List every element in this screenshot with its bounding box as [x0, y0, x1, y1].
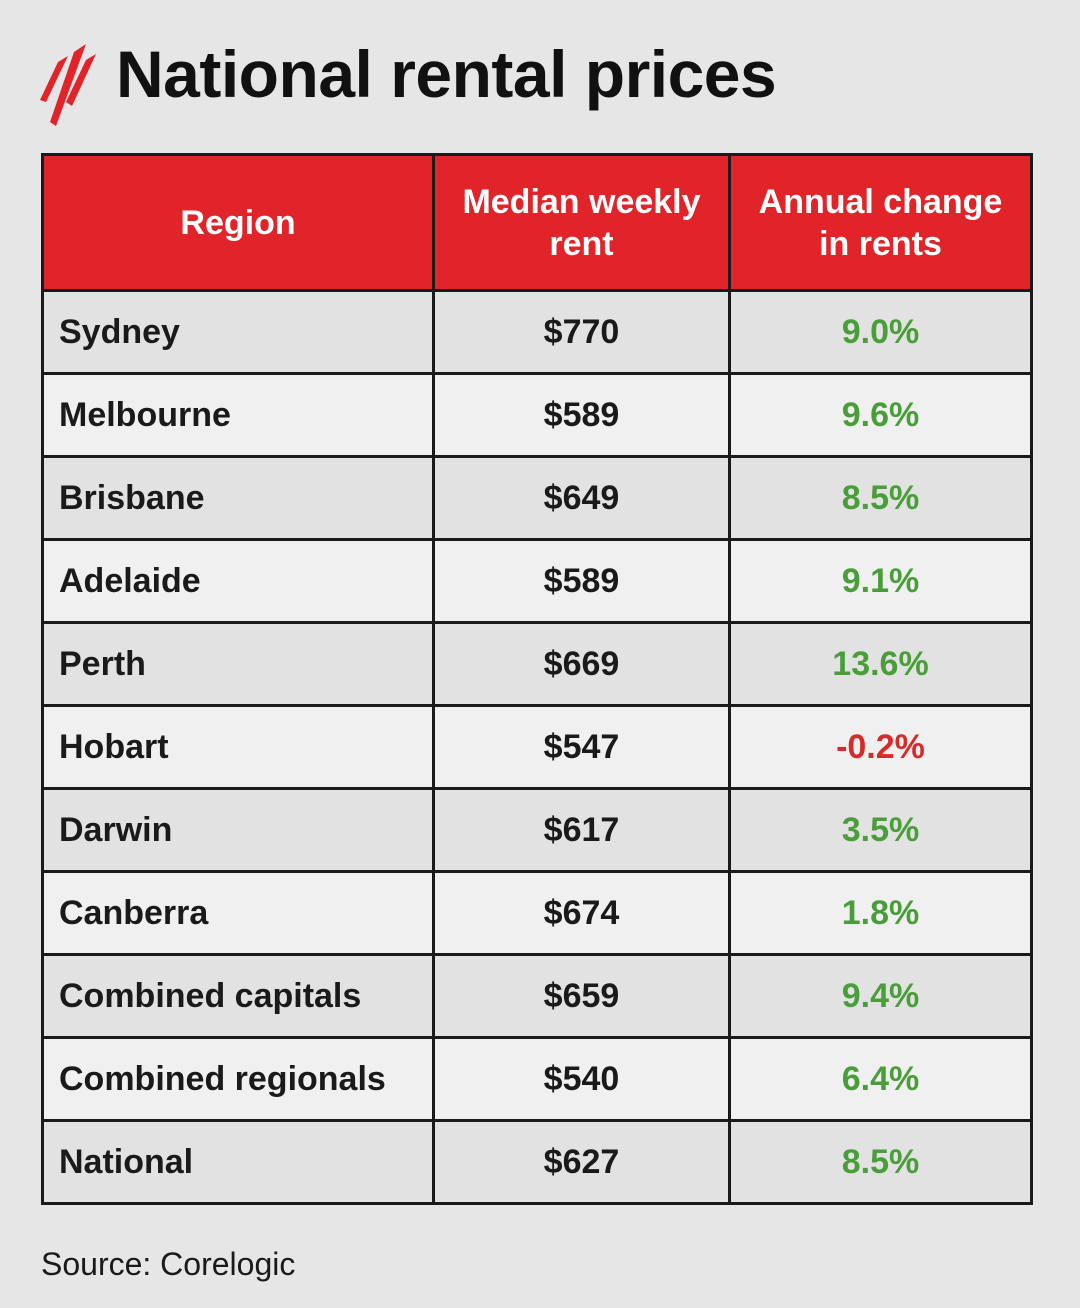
change-cell: 3.5% — [728, 787, 1033, 873]
rent-cell: $649 — [432, 455, 731, 541]
table-row: Combined regionals $540 6.4% — [41, 1036, 1033, 1122]
table-row: National $627 8.5% — [41, 1119, 1033, 1205]
rent-cell: $659 — [432, 953, 731, 1039]
rent-cell: $540 — [432, 1036, 731, 1122]
table-body: Sydney $770 9.0% Melbourne $589 9.6% Brisbane $… — [41, 289, 1033, 1205]
rent-cell: $547 — [432, 704, 731, 790]
source: Source: Corelogic — [41, 1246, 296, 1282]
region-cell: Melbourne — [41, 372, 435, 458]
rent-cell: $627 — [432, 1119, 731, 1205]
table-row: Perth $669 13.6% — [41, 621, 1033, 707]
change-cell: 8.5% — [728, 455, 1033, 541]
column-header: Annual change in rents — [728, 153, 1033, 292]
change-cell: 9.1% — [728, 538, 1033, 624]
column-header: Region — [41, 153, 435, 292]
rental-table: Region Median weekly rent Annual change in… — [41, 153, 1033, 1205]
change-cell: 8.5% — [728, 1119, 1033, 1205]
table-row: Adelaide $589 9.1% — [41, 538, 1033, 624]
region-cell: Combined capitals — [41, 953, 435, 1039]
table-row: Melbourne $589 9.6% — [41, 372, 1033, 458]
table-row: Canberra $674 1.8% — [41, 870, 1033, 956]
region-cell: National — [41, 1119, 435, 1205]
rent-cell: $674 — [432, 870, 731, 956]
table-row: Darwin $617 3.5% — [41, 787, 1033, 873]
region-cell: Darwin — [41, 787, 435, 873]
region-cell: Perth — [41, 621, 435, 707]
logo — [40, 44, 96, 126]
change-cell: 1.8% — [728, 870, 1033, 956]
change-cell: 9.0% — [728, 289, 1033, 375]
rent-cell: $617 — [432, 787, 731, 873]
rent-cell: $589 — [432, 538, 731, 624]
rent-cell: $589 — [432, 372, 731, 458]
change-cell: 9.6% — [728, 372, 1033, 458]
region-cell: Combined regionals — [41, 1036, 435, 1122]
change-cell: 9.4% — [728, 953, 1033, 1039]
column-header: Median weekly rent — [432, 153, 731, 292]
table-row: Hobart $547 -0.2% — [41, 704, 1033, 790]
region-cell: Sydney — [41, 289, 435, 375]
rent-cell: $669 — [432, 621, 731, 707]
region-cell: Brisbane — [41, 455, 435, 541]
header-row: Region Median weekly rent Annual change in… — [41, 153, 1033, 292]
change-cell: 13.6% — [728, 621, 1033, 707]
region-cell: Canberra — [41, 870, 435, 956]
title: National rental prices — [116, 37, 777, 111]
rent-cell: $770 — [432, 289, 731, 375]
table-row: Combined capitals $659 9.4% — [41, 953, 1033, 1039]
region-cell: Adelaide — [41, 538, 435, 624]
change-cell: -0.2% — [728, 704, 1033, 790]
table-row: Brisbane $649 8.5% — [41, 455, 1033, 541]
region-cell: Hobart — [41, 704, 435, 790]
change-cell: 6.4% — [728, 1036, 1033, 1122]
table-row: Sydney $770 9.0% — [41, 289, 1033, 375]
